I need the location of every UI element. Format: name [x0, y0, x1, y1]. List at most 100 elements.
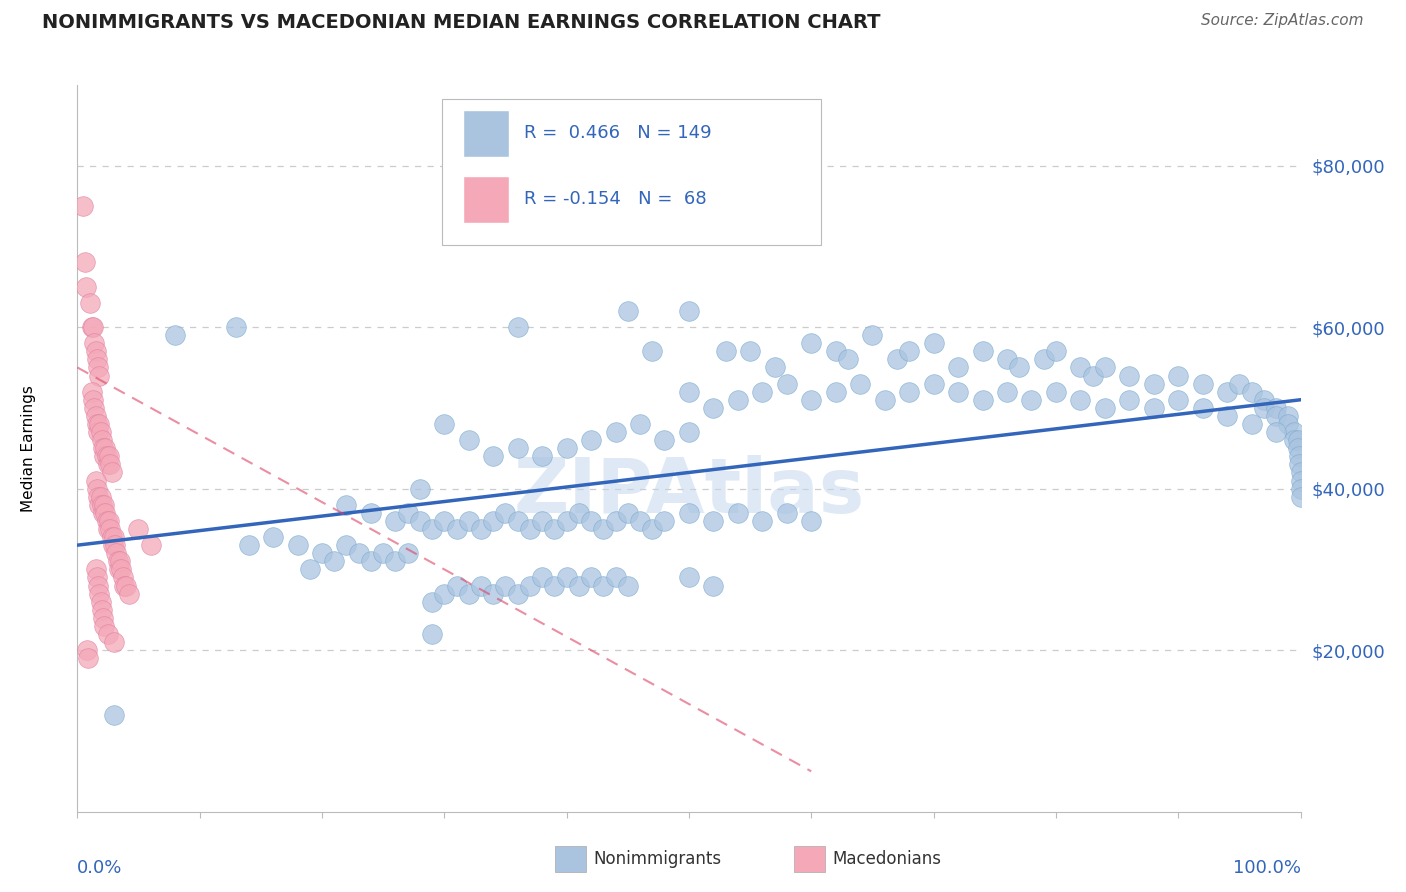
Point [86, 570, 108, 584]
Point [1167, 392, 1189, 407]
Point [678, 570, 700, 584]
Point [1069, 392, 1091, 407]
Point [727, 506, 749, 520]
Point [519, 522, 541, 536]
Point [776, 376, 799, 391]
Point [495, 506, 517, 520]
Point [543, 522, 565, 536]
Point [396, 546, 419, 560]
Point [446, 578, 468, 592]
Point [90, 603, 112, 617]
Point [457, 587, 479, 601]
Point [83, 336, 105, 351]
Point [995, 384, 1018, 399]
Text: NONIMMIGRANTS VS MACEDONIAN MEDIAN EARNINGS CORRELATION CHART: NONIMMIGRANTS VS MACEDONIAN MEDIAN EARNI… [42, 13, 880, 32]
Point [101, 538, 124, 552]
Point [898, 384, 921, 399]
Point [457, 514, 479, 528]
Point [1284, 425, 1306, 439]
Point [433, 587, 456, 601]
Point [100, 530, 122, 544]
Point [740, 344, 762, 359]
Point [972, 344, 994, 359]
Point [995, 352, 1018, 367]
Point [433, 514, 456, 528]
Point [90, 490, 112, 504]
Point [568, 506, 591, 520]
Point [617, 506, 640, 520]
Point [1032, 352, 1054, 367]
Point [97, 522, 120, 536]
Point [727, 392, 749, 407]
Point [678, 384, 700, 399]
Point [93, 619, 115, 633]
Point [605, 570, 627, 584]
Point [751, 514, 773, 528]
Point [605, 514, 627, 528]
Point [800, 514, 823, 528]
Point [605, 425, 627, 439]
Point [1286, 433, 1309, 447]
Point [702, 578, 724, 592]
Point [506, 514, 529, 528]
Point [87, 360, 110, 375]
Point [628, 514, 651, 528]
Point [72, 199, 94, 213]
Point [506, 587, 529, 601]
Point [482, 514, 505, 528]
Point [873, 392, 896, 407]
Point [1240, 417, 1263, 431]
Point [617, 304, 640, 318]
Point [579, 433, 602, 447]
Point [360, 506, 382, 520]
Point [849, 376, 872, 391]
Point [335, 538, 357, 552]
Point [1216, 409, 1239, 423]
Point [90, 433, 112, 447]
Point [1289, 490, 1312, 504]
Point [420, 595, 443, 609]
Point [347, 546, 370, 560]
Point [94, 506, 117, 520]
Point [77, 651, 100, 665]
Point [628, 417, 651, 431]
Point [104, 538, 127, 552]
Point [446, 522, 468, 536]
Point [531, 570, 554, 584]
Point [922, 376, 945, 391]
Point [165, 328, 187, 343]
Point [555, 570, 578, 584]
Point [139, 538, 162, 552]
Point [298, 562, 321, 576]
Point [482, 450, 505, 464]
Point [93, 450, 115, 464]
Text: 100.0%: 100.0% [1233, 859, 1301, 877]
Point [922, 336, 945, 351]
Point [1289, 474, 1312, 488]
Point [87, 490, 110, 504]
Point [1021, 392, 1043, 407]
Point [972, 392, 994, 407]
Point [579, 570, 602, 584]
Point [87, 425, 110, 439]
Point [641, 344, 664, 359]
Point [87, 578, 110, 592]
Text: ZIPAtlas: ZIPAtlas [513, 455, 865, 529]
Point [470, 522, 492, 536]
Point [420, 522, 443, 536]
Point [86, 352, 108, 367]
Point [360, 554, 382, 568]
Point [617, 578, 640, 592]
Point [238, 538, 260, 552]
Point [457, 433, 479, 447]
Point [1253, 392, 1275, 407]
Point [886, 352, 908, 367]
Point [470, 578, 492, 592]
Bar [463, 176, 509, 223]
Point [702, 401, 724, 415]
Point [1229, 376, 1251, 391]
Point [103, 707, 125, 722]
Point [1167, 368, 1189, 383]
Point [84, 409, 107, 423]
Text: Macedonians: Macedonians [832, 850, 942, 868]
